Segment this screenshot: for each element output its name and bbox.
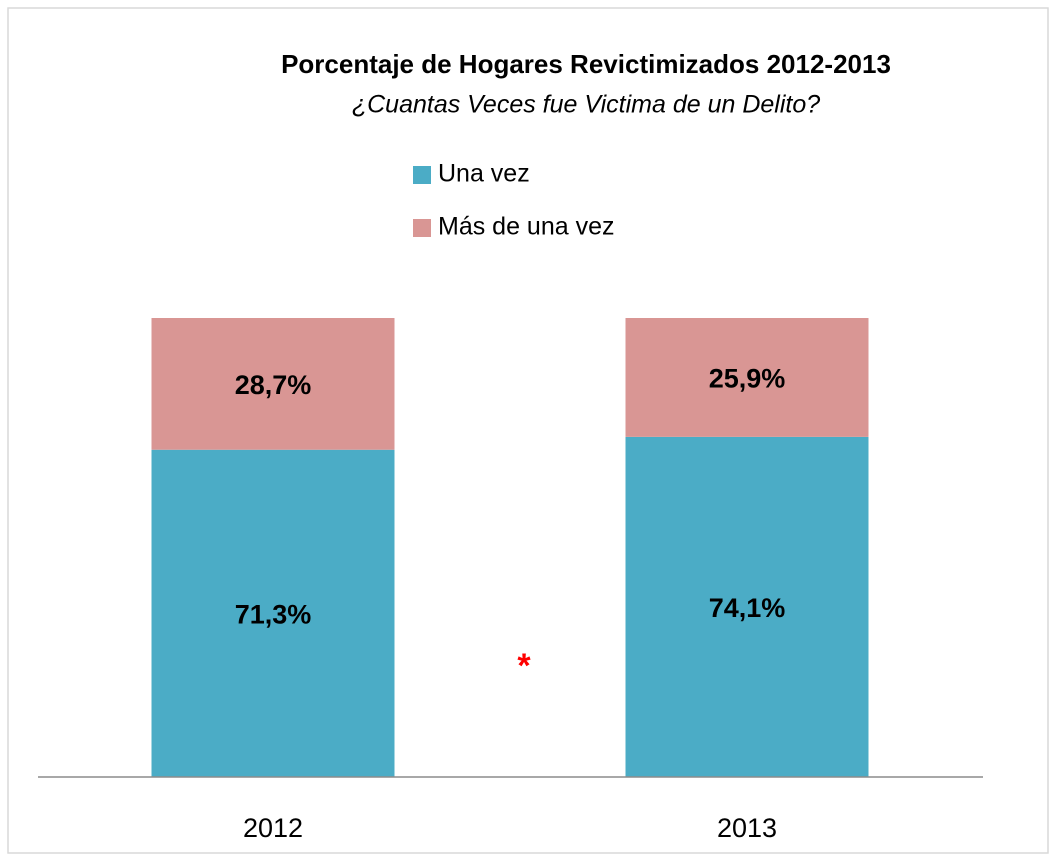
bar-segment [151,449,395,777]
x-tick-label: 2013 [717,813,777,843]
legend-label: Una vez [438,160,530,188]
chart-subtitle: ¿Cuantas Veces fue Victima de un Delito? [352,91,820,119]
value-label: 25,9% [709,364,786,394]
value-label: 74,1% [709,593,786,623]
bar-segment [151,318,395,450]
annotation: * [517,647,531,685]
chart-title: Porcentaje de Hogares Revictimizados 201… [281,49,891,79]
value-label: 28,7% [235,370,312,400]
legend-swatch [413,166,431,184]
value-label: 71,3% [235,599,312,629]
bar-segment [625,318,869,437]
x-tick-label: 2012 [243,813,303,843]
legend-label: Más de una vez [438,213,615,241]
legend-swatch [413,219,431,237]
bar-segment [625,436,869,777]
